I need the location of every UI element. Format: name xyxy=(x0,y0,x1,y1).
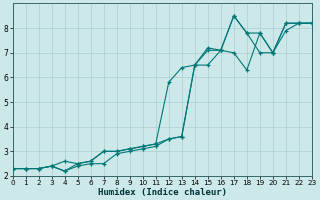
X-axis label: Humidex (Indice chaleur): Humidex (Indice chaleur) xyxy=(98,188,227,197)
